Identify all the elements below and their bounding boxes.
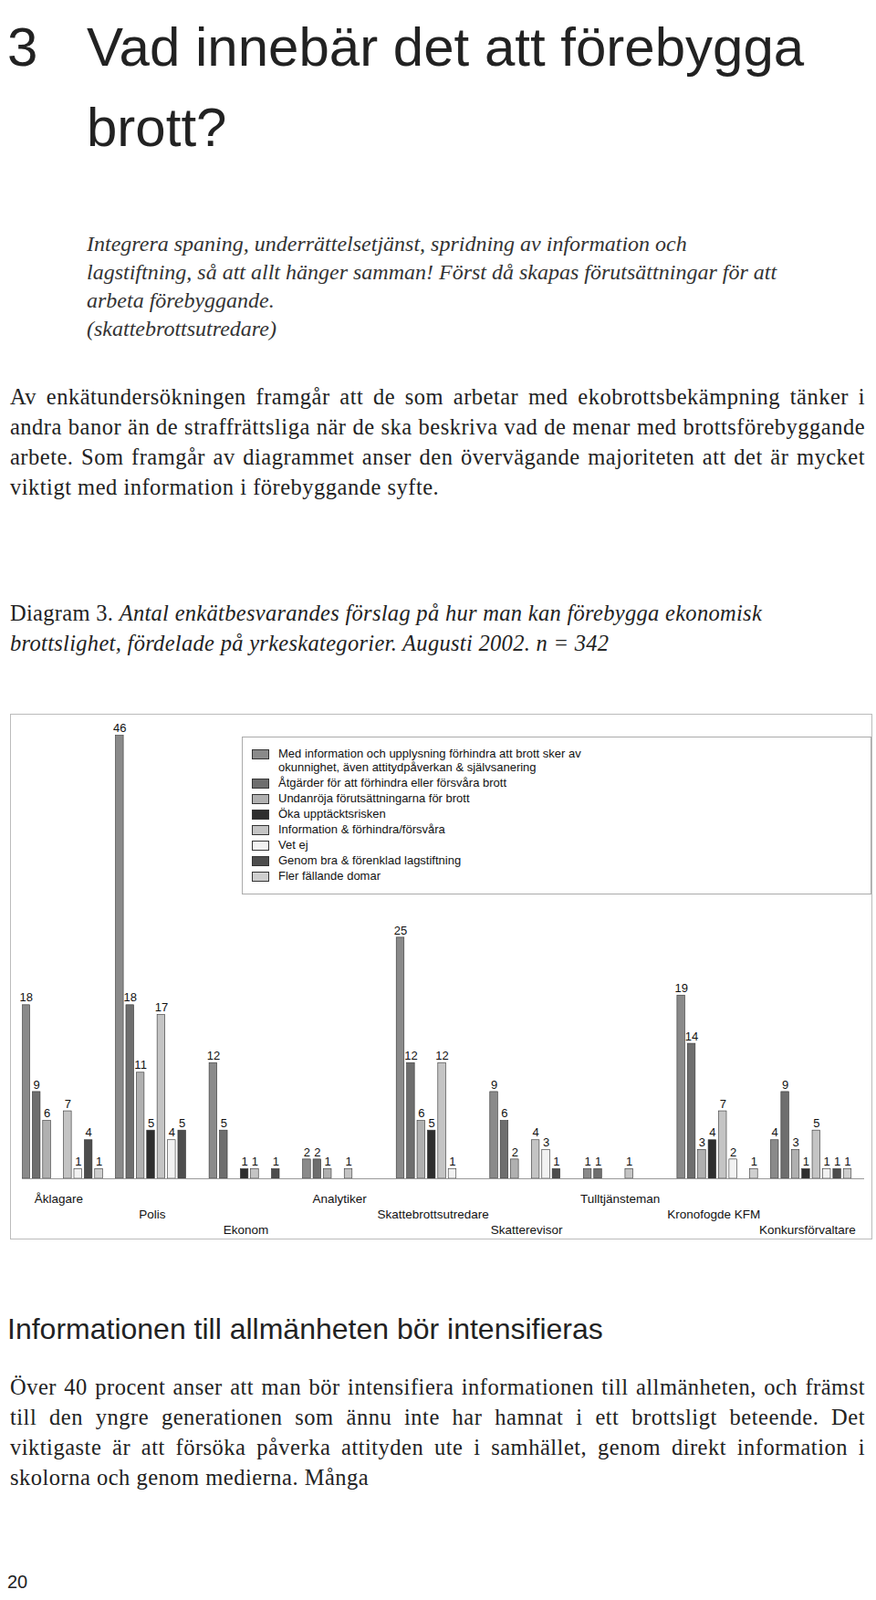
svg-text:11: 11 — [134, 1057, 147, 1072]
svg-text:1: 1 — [844, 1154, 851, 1168]
svg-text:6: 6 — [43, 1105, 51, 1120]
svg-text:1: 1 — [750, 1154, 758, 1168]
svg-text:18: 18 — [123, 990, 136, 1004]
svg-text:1: 1 — [324, 1154, 332, 1168]
svg-text:2: 2 — [511, 1145, 519, 1159]
svg-text:12: 12 — [435, 1048, 449, 1063]
svg-text:1: 1 — [344, 1154, 352, 1168]
svg-text:18: 18 — [20, 990, 33, 1004]
svg-text:1: 1 — [803, 1154, 810, 1168]
svg-text:6: 6 — [500, 1105, 508, 1120]
svg-text:1: 1 — [594, 1154, 602, 1168]
svg-text:2: 2 — [730, 1145, 737, 1159]
svg-text:6: 6 — [417, 1105, 425, 1120]
svg-text:Åklagare: Åklagare — [34, 1191, 84, 1206]
svg-text:2: 2 — [303, 1145, 311, 1159]
svg-text:1: 1 — [834, 1154, 841, 1168]
svg-text:3: 3 — [542, 1135, 550, 1149]
svg-text:Polis: Polis — [138, 1207, 167, 1221]
svg-text:Analytiker: Analytiker — [312, 1191, 367, 1206]
html-text:Vet ej: Vet ej — [278, 837, 308, 852]
svg-text:46: 46 — [113, 720, 126, 735]
html-text:3: 3 — [7, 16, 38, 78]
html-text:Informationen till allmänheten: Informationen till allmänheten bör inten… — [7, 1312, 603, 1346]
svg-text:1: 1 — [448, 1154, 456, 1168]
svg-text:25: 25 — [394, 923, 407, 938]
svg-text:12: 12 — [404, 1048, 418, 1063]
svg-text:1: 1 — [272, 1154, 280, 1168]
html-text:Åtgärder för att förhindra ell: Åtgärder för att förhindra eller försvår… — [278, 775, 507, 790]
html-text:Vad innebär det att förebygga: Vad innebär det att förebygga brott? — [86, 16, 805, 158]
html-text:Integrera spaning, underrättel: Integrera spaning, underrättelsetjänst, … — [86, 231, 777, 313]
svg-text:4: 4 — [532, 1125, 540, 1139]
svg-text:9: 9 — [490, 1077, 498, 1092]
html-text:Fler fällande domar: Fler fällande domar — [278, 868, 381, 883]
svg-text:5: 5 — [428, 1115, 436, 1130]
svg-text:Skattebrottsutredare: Skattebrottsutredare — [376, 1207, 489, 1221]
html-text:Öka upptäcktsrisken: Öka upptäcktsrisken — [278, 806, 386, 821]
svg-text:1: 1 — [823, 1154, 831, 1168]
svg-text:Tulltjänsteman: Tulltjänsteman — [580, 1191, 660, 1206]
svg-text:5: 5 — [813, 1115, 820, 1130]
svg-text:1: 1 — [74, 1154, 82, 1168]
svg-text:3: 3 — [792, 1135, 799, 1149]
svg-text:17: 17 — [155, 1000, 168, 1014]
html-text:Information & förhindra/försvå: Information & förhindra/försvåra — [278, 822, 446, 836]
html-text:(skattebrottsutredare): (skattebrottsutredare) — [86, 316, 277, 341]
svg-text:Kronofogde KFM: Kronofogde KFM — [667, 1207, 761, 1221]
svg-text:Konkursförvaltare: Konkursförvaltare — [759, 1222, 856, 1237]
html-text:Av enkätundersökningen framgår: Av enkätundersökningen framgår att de so… — [10, 384, 866, 500]
svg-text:12: 12 — [207, 1048, 220, 1063]
svg-text:4: 4 — [85, 1125, 93, 1139]
svg-text:4: 4 — [168, 1125, 176, 1139]
html-text:20: 20 — [7, 1571, 28, 1592]
svg-text:5: 5 — [147, 1115, 155, 1130]
svg-text:Skatterevisor: Skatterevisor — [490, 1222, 564, 1237]
svg-text:7: 7 — [64, 1096, 72, 1111]
svg-text:1: 1 — [240, 1154, 248, 1168]
svg-text:1: 1 — [584, 1154, 591, 1168]
svg-text:Ekonom: Ekonom — [223, 1222, 270, 1237]
svg-text:1: 1 — [552, 1154, 560, 1168]
svg-text:1: 1 — [625, 1154, 633, 1168]
svg-text:7: 7 — [719, 1096, 727, 1111]
html-text:Genom bra & förenklad lagstift: Genom bra & förenklad lagstiftning — [278, 853, 461, 867]
svg-text:14: 14 — [685, 1029, 699, 1043]
svg-text:5: 5 — [220, 1115, 228, 1130]
html-text:Diagram 3. Antal enkätbesvaran: Diagram 3. Antal enkätbesvarandes försla… — [10, 600, 763, 656]
svg-text:1: 1 — [251, 1154, 259, 1168]
svg-text:19: 19 — [674, 980, 688, 995]
html-text:Över 40 procent anser att man: Över 40 procent anser att man bör intens… — [10, 1374, 866, 1490]
svg-text:9: 9 — [782, 1077, 789, 1092]
svg-text:5: 5 — [178, 1115, 186, 1130]
svg-text:4: 4 — [709, 1125, 716, 1139]
svg-text:2: 2 — [313, 1145, 321, 1159]
html-text:Undanröja förutsättningarna fö: Undanröja förutsättningarna för brott — [278, 791, 470, 805]
svg-text:9: 9 — [33, 1077, 41, 1092]
svg-text:3: 3 — [698, 1135, 706, 1149]
html-text:Med information och upplysning: Med information och upplysning förhindra… — [278, 746, 581, 774]
svg-text:1: 1 — [95, 1154, 103, 1168]
svg-text:4: 4 — [771, 1125, 779, 1139]
